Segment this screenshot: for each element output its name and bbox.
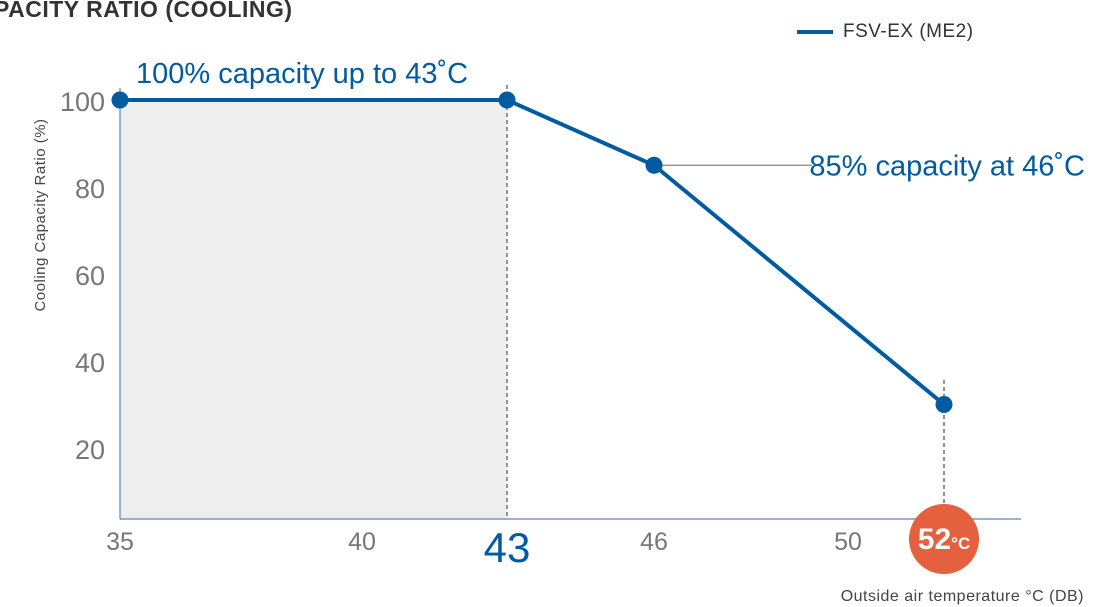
y-tick-label: 20 <box>75 435 105 465</box>
x-tick-label: 43 <box>484 524 531 571</box>
highlight-badge <box>909 504 979 574</box>
annotation-100: 100% capacity up to 43˚C <box>136 58 468 90</box>
annotation-85: 85% capacity at 46˚C <box>809 150 1085 182</box>
chart-title: PACITY RATIO (COOLING) <box>0 0 293 22</box>
data-point <box>935 396 953 413</box>
series-line <box>118 98 946 407</box>
data-point <box>111 91 129 109</box>
highlight-label: 52°C <box>918 523 970 556</box>
shaded-region <box>120 100 507 519</box>
data-point <box>498 91 516 109</box>
y-tick-label: 100 <box>60 87 105 117</box>
y-tick-label: 40 <box>75 348 105 378</box>
legend-swatch <box>797 30 833 34</box>
data-point <box>645 156 663 174</box>
x-tick-label: 40 <box>348 528 376 556</box>
x-tick-label: 50 <box>834 528 862 556</box>
legend: FSV-EX (ME2) <box>797 18 974 46</box>
x-axis-label: Outside air temperature °C (DB) <box>841 588 1084 605</box>
y-axis-label: Cooling Capacity Ratio (%) <box>32 118 49 311</box>
y-tick-label: 60 <box>75 261 105 291</box>
y-tick-label: 80 <box>75 174 105 204</box>
x-tick-label: 46 <box>640 528 668 556</box>
legend-label: FSV-EX (ME2) <box>843 21 974 42</box>
x-tick-label: 35 <box>106 528 134 556</box>
